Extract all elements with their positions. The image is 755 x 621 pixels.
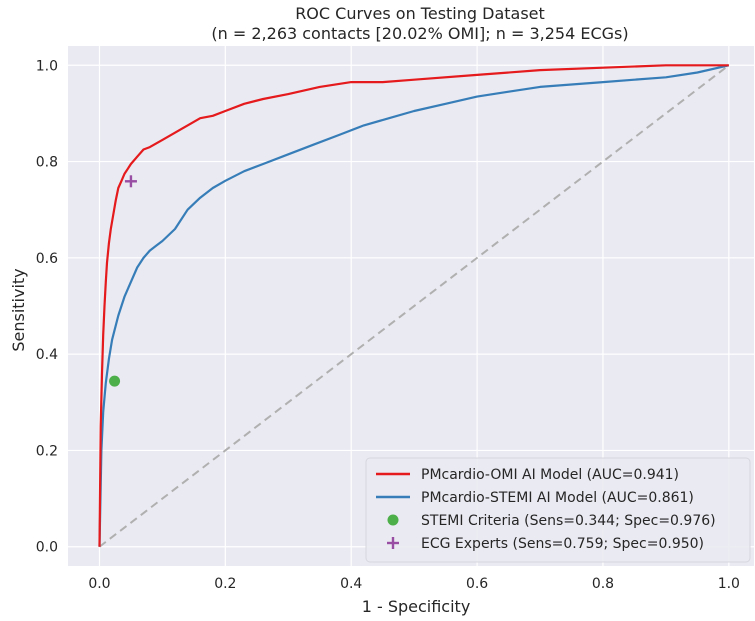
series-line-0: [98, 64, 729, 547]
legend-label: ECG Experts (Sens=0.759; Spec=0.950): [421, 536, 704, 552]
diagonal-line: [98, 64, 730, 548]
x-axis-label: 1 - Specificity: [362, 597, 471, 616]
roc-series: [98, 64, 730, 547]
chance-diagonal: [98, 64, 730, 548]
legend-label: PMcardio-OMI AI Model (AUC=0.941): [421, 467, 679, 483]
y-tick-label: 0.0: [36, 540, 58, 556]
x-tick-label: 0.6: [466, 576, 488, 592]
x-tick-label: 0.4: [340, 576, 362, 592]
point-ecg-experts: [124, 175, 137, 188]
legend-label: STEMI Criteria (Sens=0.344; Spec=0.976): [421, 513, 716, 529]
y-tick-label: 0.4: [36, 347, 58, 363]
x-tick-label: 0.2: [214, 576, 236, 592]
x-tick-label: 1.0: [718, 576, 740, 592]
legend-box: [365, 457, 751, 563]
x-axis-ticks: 0.0 0.2 0.4 0.6 0.8 1.0: [88, 576, 740, 592]
series-line-1: [98, 64, 730, 547]
operating-points: [109, 175, 137, 387]
x-tick-label: 0.8: [592, 576, 614, 592]
grid-lines: [68, 46, 754, 566]
point-stemi-criteria: [109, 375, 121, 387]
legend-entry-omi: PMcardio-OMI AI Model (AUC=0.941): [376, 467, 679, 483]
y-tick-label: 1.0: [36, 58, 58, 74]
chart-subtitle: (n = 2,263 contacts [20.02% OMI]; n = 3,…: [211, 24, 628, 43]
y-axis-ticks: 0.0 0.2 0.4 0.6 0.8 1.0: [36, 58, 58, 555]
legend-entry-stemi-model: PMcardio-STEMI AI Model (AUC=0.861): [376, 490, 694, 506]
y-axis-label: Sensitivity: [9, 268, 28, 351]
legend: PMcardio-OMI AI Model (AUC=0.941) PMcardi…: [365, 457, 751, 563]
legend-entry-stemi-criteria: STEMI Criteria (Sens=0.344; Spec=0.976): [387, 513, 716, 529]
y-tick-label: 0.2: [36, 443, 58, 459]
chart-title: ROC Curves on Testing Dataset: [295, 4, 545, 23]
y-tick-label: 0.8: [36, 155, 58, 171]
legend-entry-ecg-experts: ECG Experts (Sens=0.759; Spec=0.950): [387, 536, 704, 552]
legend-label: PMcardio-STEMI AI Model (AUC=0.861): [421, 490, 694, 506]
y-tick-label: 0.6: [36, 251, 58, 267]
legend-swatch: [387, 514, 399, 526]
x-tick-label: 0.0: [88, 576, 110, 592]
